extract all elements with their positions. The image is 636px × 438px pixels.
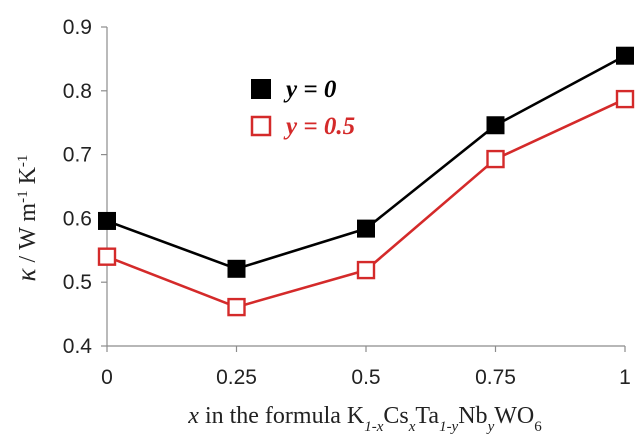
series-1 [97, 89, 635, 317]
data-point [356, 260, 376, 280]
x-tick-label: 0.5 [351, 366, 380, 389]
series-layer [97, 46, 635, 317]
data-point [227, 259, 246, 278]
x-tick-label: 0.75 [475, 366, 516, 389]
y-tick-label: 0.9 [63, 16, 92, 39]
x-axis-title: x in the formula K1-xCsxTa1-yNbyWO6 [187, 403, 542, 435]
x-tick-label: 1 [619, 366, 631, 389]
y-tick-label: 0.4 [63, 335, 93, 358]
y-tick-label: 0.5 [63, 271, 92, 294]
legend-label-y0: y = 0 [283, 76, 337, 103]
y-tick-label: 0.8 [63, 80, 92, 103]
axes: 0.4 0.5 0.6 0.7 0.8 0.9 0 0.25 0.5 0.75 1 [63, 16, 631, 389]
y-tick-label: 0.6 [63, 207, 92, 230]
data-point [615, 89, 635, 109]
legend-marker-y0 [251, 79, 271, 99]
y-tick-label: 0.7 [63, 144, 92, 167]
y-axis-title: κ / W m-1 K-1 [11, 155, 41, 282]
data-point [616, 46, 634, 65]
data-point [98, 211, 116, 230]
data-point [357, 219, 375, 238]
series-0 [98, 46, 634, 278]
x-tick-label: 0.25 [216, 366, 257, 389]
data-point [486, 116, 505, 135]
legend-label-y05: y = 0.5 [283, 113, 355, 140]
data-point [97, 247, 117, 266]
legend: y = 0 y = 0.5 [250, 76, 355, 140]
legend-marker-y05 [250, 115, 272, 137]
data-point [227, 297, 246, 317]
data-point [486, 149, 505, 169]
x-tick-label: 0 [101, 366, 113, 389]
